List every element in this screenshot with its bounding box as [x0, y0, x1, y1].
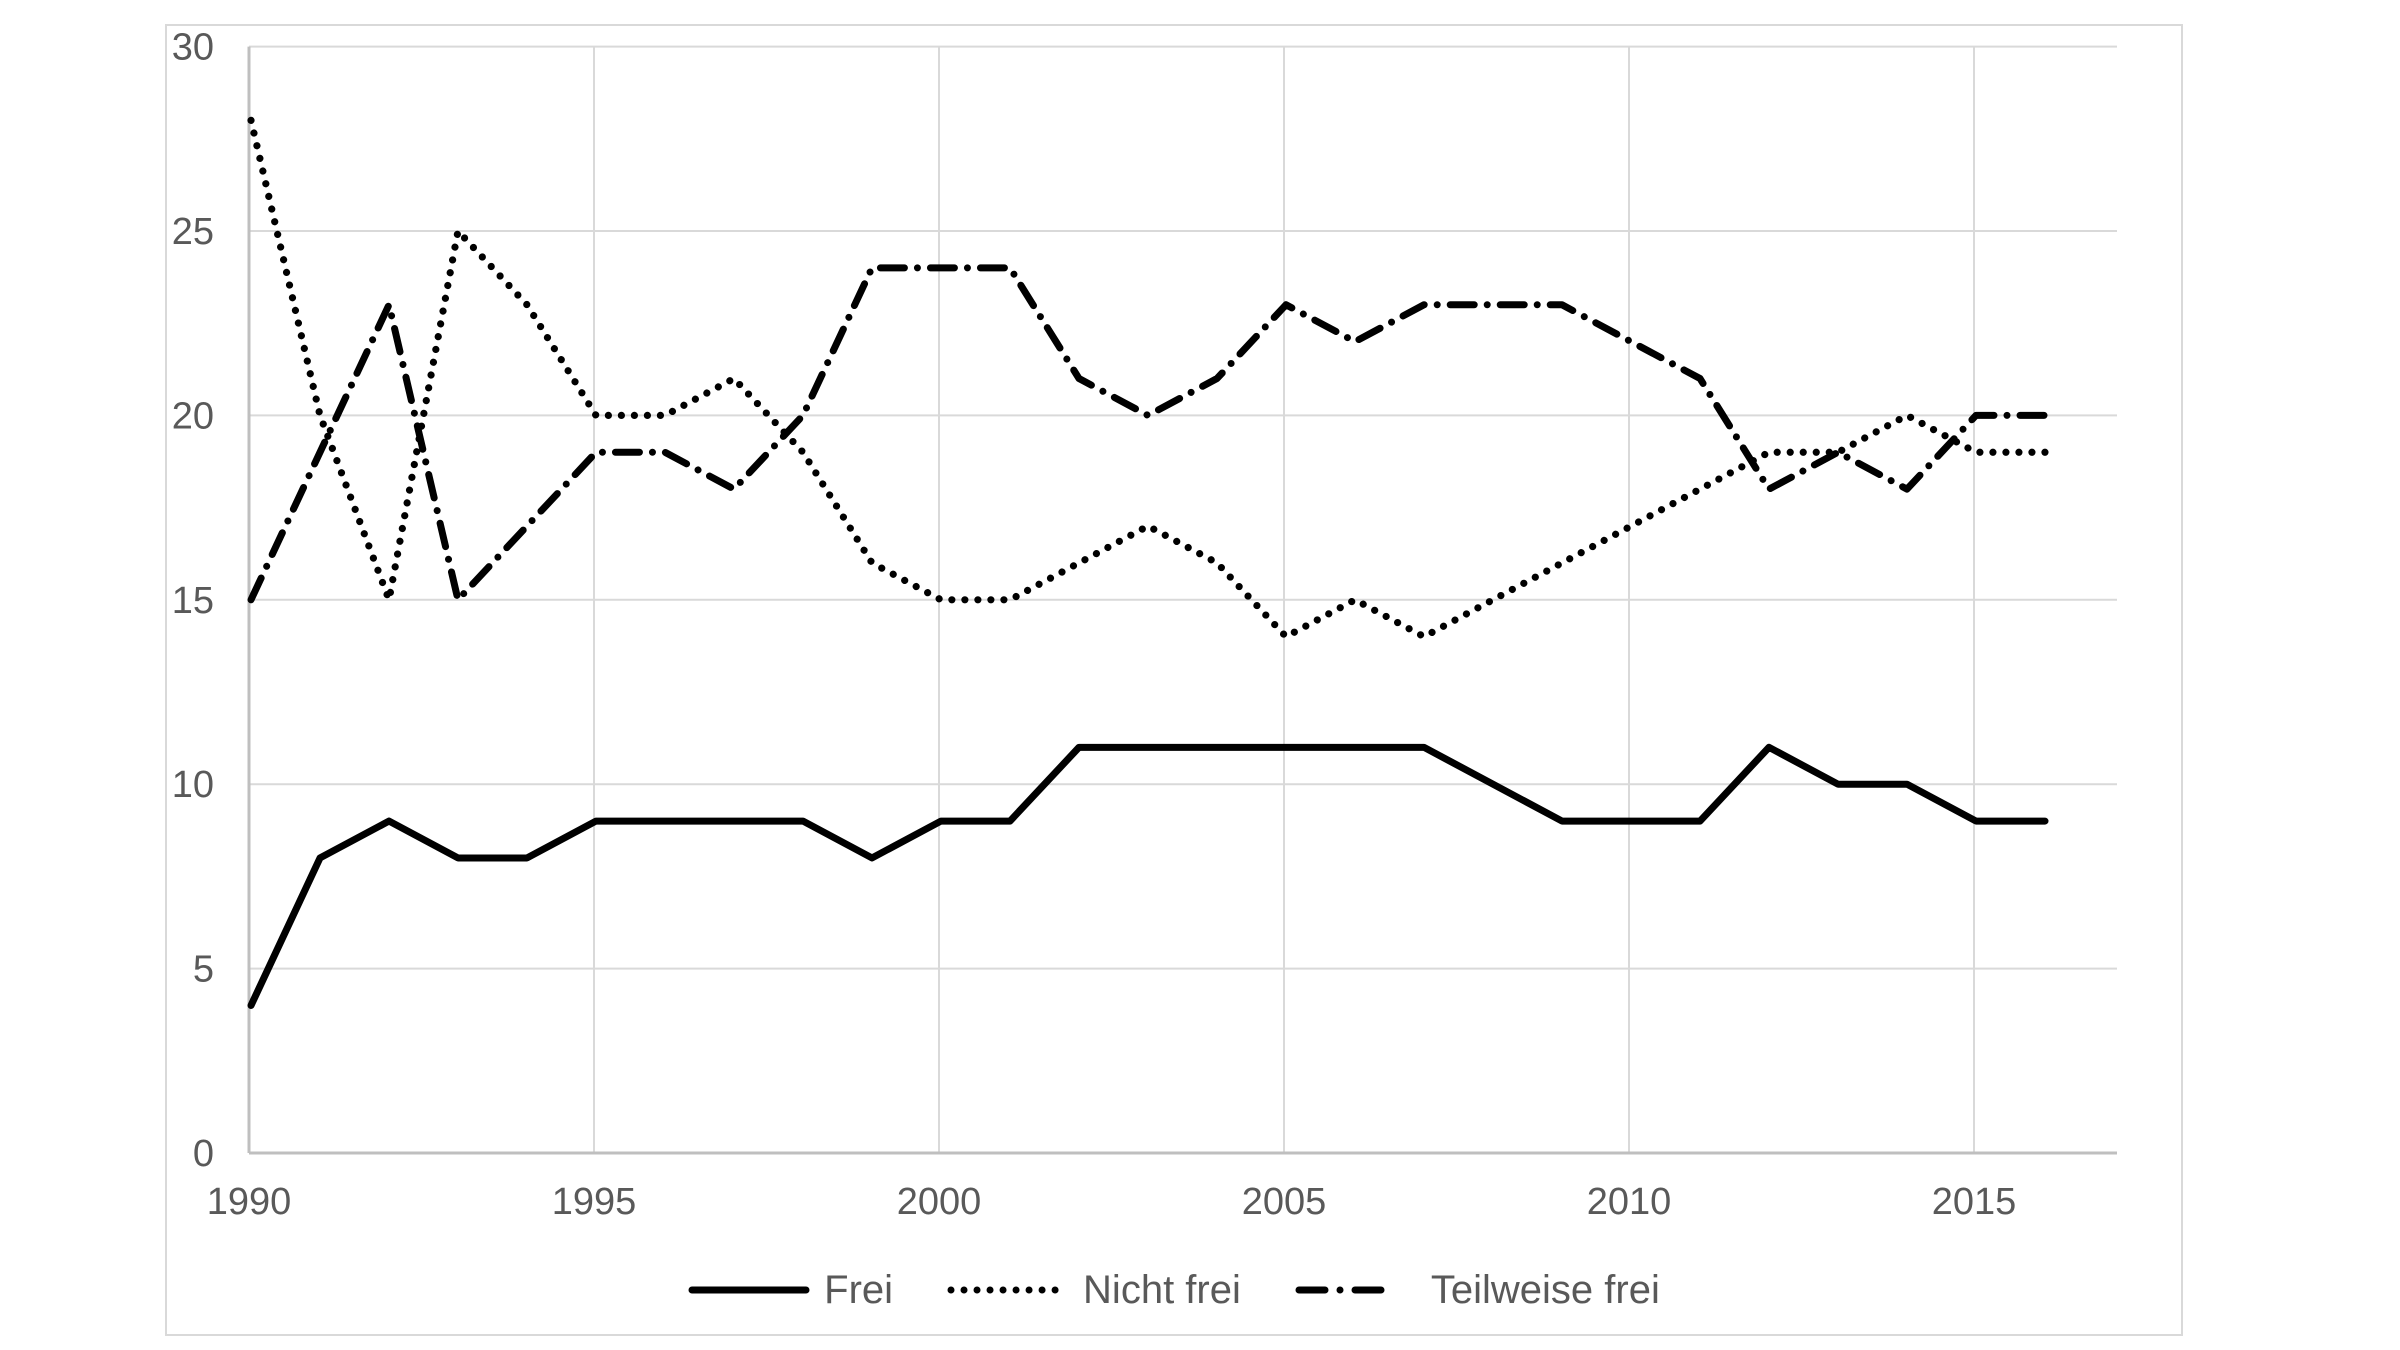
series-line-nicht-frei — [247, 116, 2049, 641]
y-tick-label-30: 30 — [172, 27, 214, 69]
chart-legend: Frei Nicht frei Teilweise frei — [165, 1250, 2183, 1330]
y-tick-label-5: 5 — [193, 949, 214, 991]
series-line-frei — [247, 743, 2049, 1009]
chart-outer-frame — [165, 24, 2183, 1336]
x-tick-label-2005: 2005 — [1242, 1181, 1327, 1223]
x-tick-label-1995: 1995 — [552, 1181, 637, 1223]
series-line-teilweise-frei — [247, 264, 2049, 604]
y-tick-label-15: 15 — [172, 580, 214, 622]
legend-label-teilweise-frei: Teilweise frei — [1430, 1268, 1660, 1312]
legend-sample-solid-line — [688, 1286, 810, 1294]
legend-label-frei: Frei — [824, 1268, 894, 1312]
legend-item-nicht-frei: Nicht frei — [947, 1270, 1241, 1310]
legend-item-frei: Frei — [688, 1270, 893, 1310]
x-tick-label-2010: 2010 — [1587, 1181, 1672, 1223]
y-tick-label-25: 25 — [172, 211, 214, 253]
x-tick-label-2000: 2000 — [897, 1181, 982, 1223]
x-tick-label-1990: 1990 — [207, 1181, 292, 1223]
y-tick-label-10: 10 — [172, 764, 214, 806]
x-tick-label-2015: 2015 — [1932, 1181, 2017, 1223]
legend-sample-dotted-line — [947, 1286, 1070, 1294]
y-tick-label-20: 20 — [172, 395, 214, 437]
legend-label-nicht-frei: Nicht frei — [1083, 1268, 1241, 1312]
legend-item-teilweise-frei: Teilweise frei — [1295, 1270, 1660, 1310]
y-tick-label-0: 0 — [193, 1133, 214, 1175]
legend-sample-dash-dot-line — [1295, 1286, 1391, 1294]
